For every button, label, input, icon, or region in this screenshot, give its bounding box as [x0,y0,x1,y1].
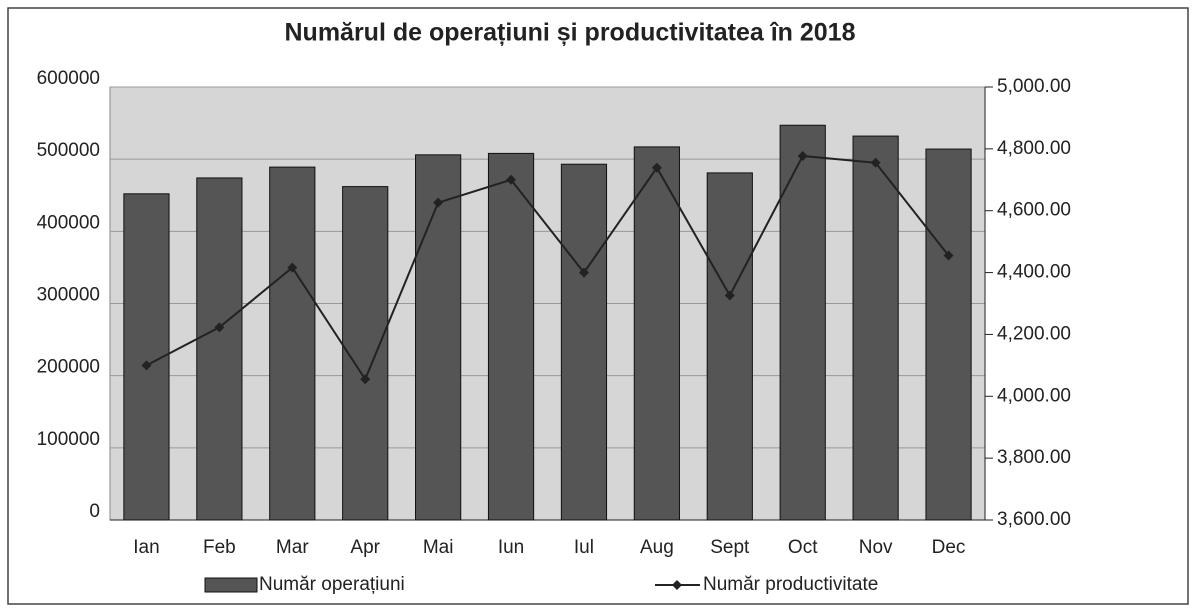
x-tick-label: Mai [423,537,454,558]
line-marker [360,374,371,385]
x-tick-label: Sept [710,537,750,558]
y-tick-label: 200000 [37,357,100,378]
legend-label: Număr operațiuni [259,574,405,595]
bar [415,154,462,521]
bar [925,148,972,521]
legend-label: Număr productivitate [703,574,878,595]
line-marker [214,322,225,333]
line-marker [651,162,662,173]
line-marker [870,157,881,168]
line-marker [797,150,808,161]
bar [342,186,389,521]
x-tick-label: Aug [640,537,674,558]
legend-swatch [204,577,258,593]
y2-tick-label: 4,200.00 [997,323,1071,344]
y-tick-label: 100000 [37,429,100,450]
y2-tick-label: 4,400.00 [997,262,1071,283]
line-marker [724,290,735,301]
line-marker [287,262,298,273]
y-tick-label: 500000 [37,140,100,161]
y2-tick-label: 4,800.00 [997,138,1071,159]
bar [779,124,826,521]
x-tick-label: Nov [859,537,893,558]
line-marker [141,360,152,371]
y2-tick-label: 3,600.00 [997,509,1071,530]
bar [852,135,899,521]
y-tick-label: 400000 [37,212,100,233]
line-marker [943,250,954,261]
x-tick-label: Oct [788,537,818,558]
bar [196,177,243,521]
x-tick-label: Dec [932,537,966,558]
y-tick-label: 0 [89,501,100,522]
bar [633,146,680,521]
x-tick-label: Apr [350,537,380,558]
x-tick-label: Feb [203,537,236,558]
y-tick-label: 300000 [37,285,100,306]
line-marker [578,267,589,278]
bar [706,172,753,521]
bar [487,152,535,521]
y2-tick-label: 4,000.00 [997,385,1071,406]
bar [560,163,608,521]
chart-title: Numărul de operațiuni și productivitatea… [285,19,856,47]
bar [269,166,316,521]
x-tick-label: Iun [498,537,524,558]
x-tick-label: Ian [133,537,159,558]
y-tick-label: 600000 [37,68,100,89]
x-tick-label: Mar [276,537,309,558]
line [145,154,950,382]
line-marker [433,197,444,208]
legend-marker [672,580,682,590]
x-tick-label: Iul [574,537,594,558]
y2-tick-label: 4,600.00 [997,200,1071,221]
y2-tick-label: 3,800.00 [997,447,1071,468]
y2-tick-label: 5,000.00 [997,76,1071,97]
line-marker [506,174,517,185]
